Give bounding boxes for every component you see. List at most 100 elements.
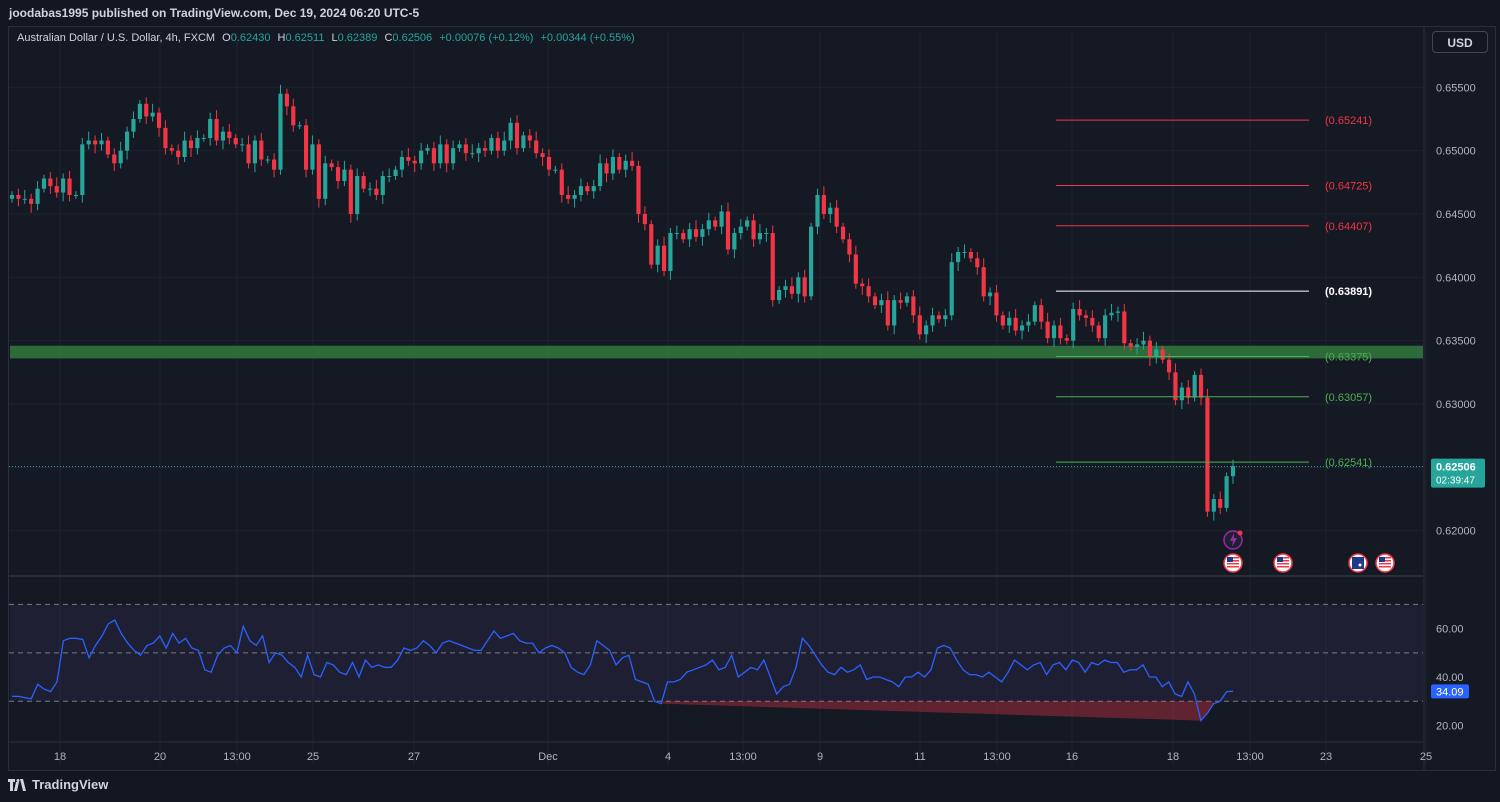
news-dot xyxy=(1237,530,1243,536)
candle xyxy=(438,135,443,169)
candle-body xyxy=(316,144,321,199)
candle xyxy=(463,138,468,161)
candle-body xyxy=(962,252,967,253)
level-label: (0.62541) xyxy=(1325,457,1372,469)
candle-body xyxy=(476,148,481,154)
candle xyxy=(936,311,942,323)
candle-body xyxy=(821,195,826,214)
candle-body xyxy=(457,144,462,149)
candle-body xyxy=(112,154,117,164)
candle-body xyxy=(1039,305,1044,322)
flag-canton xyxy=(1227,557,1233,562)
candle-body xyxy=(578,186,584,195)
candle-body xyxy=(463,144,468,154)
candle xyxy=(738,219,743,240)
legend-low: 0.62389 xyxy=(337,32,378,44)
candle-body xyxy=(227,131,232,138)
candle xyxy=(1211,493,1216,521)
candle xyxy=(1205,388,1210,517)
candle xyxy=(559,163,564,203)
candle xyxy=(725,202,731,255)
candle xyxy=(150,103,155,122)
time-axis-tick: 20 xyxy=(154,751,166,763)
candle-body xyxy=(86,140,91,145)
candle-body xyxy=(540,153,545,157)
candle xyxy=(981,258,986,302)
candle-body xyxy=(917,315,922,335)
candle xyxy=(105,136,110,159)
candle-body xyxy=(323,163,328,199)
candle xyxy=(591,179,596,199)
price-axis-tick: 0.64500 xyxy=(1436,209,1476,221)
candle xyxy=(745,216,750,231)
candle xyxy=(872,292,878,309)
candle xyxy=(259,132,264,166)
news-lightning-icon[interactable] xyxy=(1223,530,1243,550)
legend-close: 0.62506 xyxy=(392,32,433,44)
candle xyxy=(208,112,213,146)
level-label: (0.65241) xyxy=(1325,115,1372,127)
candle-body xyxy=(1230,466,1236,477)
candle-body xyxy=(29,198,34,204)
candle-body xyxy=(348,169,353,214)
candle xyxy=(323,155,328,206)
currency-button[interactable]: USD xyxy=(1432,31,1488,53)
candle xyxy=(514,115,520,155)
candle xyxy=(227,124,232,145)
flag-stripe xyxy=(1277,566,1289,568)
au-flag-event-icon[interactable] xyxy=(1348,553,1368,573)
price-axis-tick: 0.63500 xyxy=(1436,336,1476,348)
candle xyxy=(399,150,405,178)
candle xyxy=(137,100,142,123)
candle-body xyxy=(725,211,731,250)
candle-body xyxy=(246,144,251,164)
candle xyxy=(1179,382,1184,410)
flag-star xyxy=(1358,563,1362,567)
candle-body xyxy=(936,315,942,320)
candle xyxy=(687,222,692,247)
candle xyxy=(700,224,705,246)
candle xyxy=(297,121,302,130)
top-bar: joodabas1995 published on TradingView.co… xyxy=(0,0,1500,26)
candle xyxy=(821,186,826,220)
candle-body xyxy=(399,157,405,170)
candle-body xyxy=(431,148,436,164)
candle-body xyxy=(265,159,270,161)
candle-body xyxy=(956,252,961,263)
candle-body xyxy=(687,229,692,240)
candle-body xyxy=(770,233,775,301)
candle-body xyxy=(1186,387,1191,398)
time-axis-tick: 25 xyxy=(307,751,319,763)
candle xyxy=(853,245,858,289)
candle xyxy=(713,216,718,231)
candle xyxy=(35,181,40,211)
candle-body xyxy=(546,157,552,170)
candle xyxy=(252,135,257,173)
candle xyxy=(144,97,149,125)
current-price-value: 0.62506 xyxy=(1436,462,1476,474)
candle xyxy=(1026,314,1031,332)
us-flag-event-icon[interactable] xyxy=(1223,553,1243,573)
candle xyxy=(41,174,47,193)
candle-body xyxy=(661,245,667,271)
candle xyxy=(1173,363,1178,406)
candle xyxy=(623,154,628,178)
candle xyxy=(220,126,226,150)
candle xyxy=(578,178,584,202)
candle xyxy=(968,248,973,263)
candle xyxy=(361,172,366,193)
candle xyxy=(828,202,833,223)
economic-events[interactable] xyxy=(1223,530,1395,573)
candle xyxy=(169,144,174,155)
candle-body xyxy=(1096,325,1101,339)
support-zone xyxy=(10,345,1423,359)
candle xyxy=(431,141,436,171)
candle-body xyxy=(847,239,852,255)
candle xyxy=(1154,341,1159,364)
candle xyxy=(1045,312,1050,344)
us-flag-event-icon[interactable] xyxy=(1273,553,1293,573)
candle-body xyxy=(668,233,673,271)
us-flag-event-icon[interactable] xyxy=(1375,553,1395,573)
candle-body xyxy=(22,198,27,200)
